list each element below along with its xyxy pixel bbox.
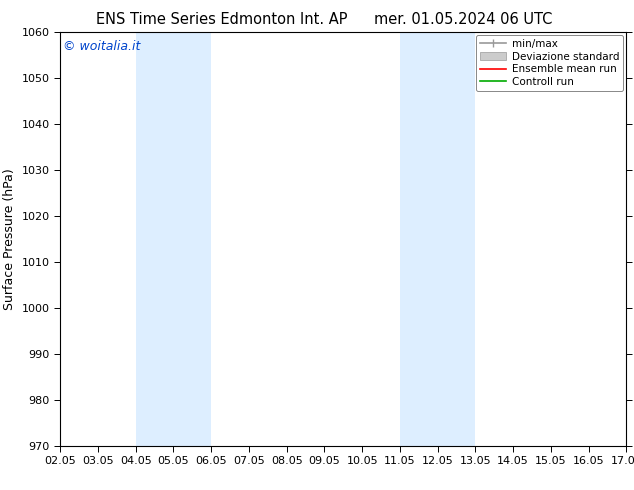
- Bar: [136, 32, 211, 446]
- Bar: [400, 32, 476, 446]
- Text: © woitalia.it: © woitalia.it: [63, 40, 141, 53]
- Legend: min/max, Deviazione standard, Ensemble mean run, Controll run: min/max, Deviazione standard, Ensemble m…: [476, 35, 623, 91]
- Text: mer. 01.05.2024 06 UTC: mer. 01.05.2024 06 UTC: [373, 12, 552, 27]
- Text: ENS Time Series Edmonton Int. AP: ENS Time Series Edmonton Int. AP: [96, 12, 347, 27]
- Y-axis label: Surface Pressure (hPa): Surface Pressure (hPa): [3, 168, 16, 310]
